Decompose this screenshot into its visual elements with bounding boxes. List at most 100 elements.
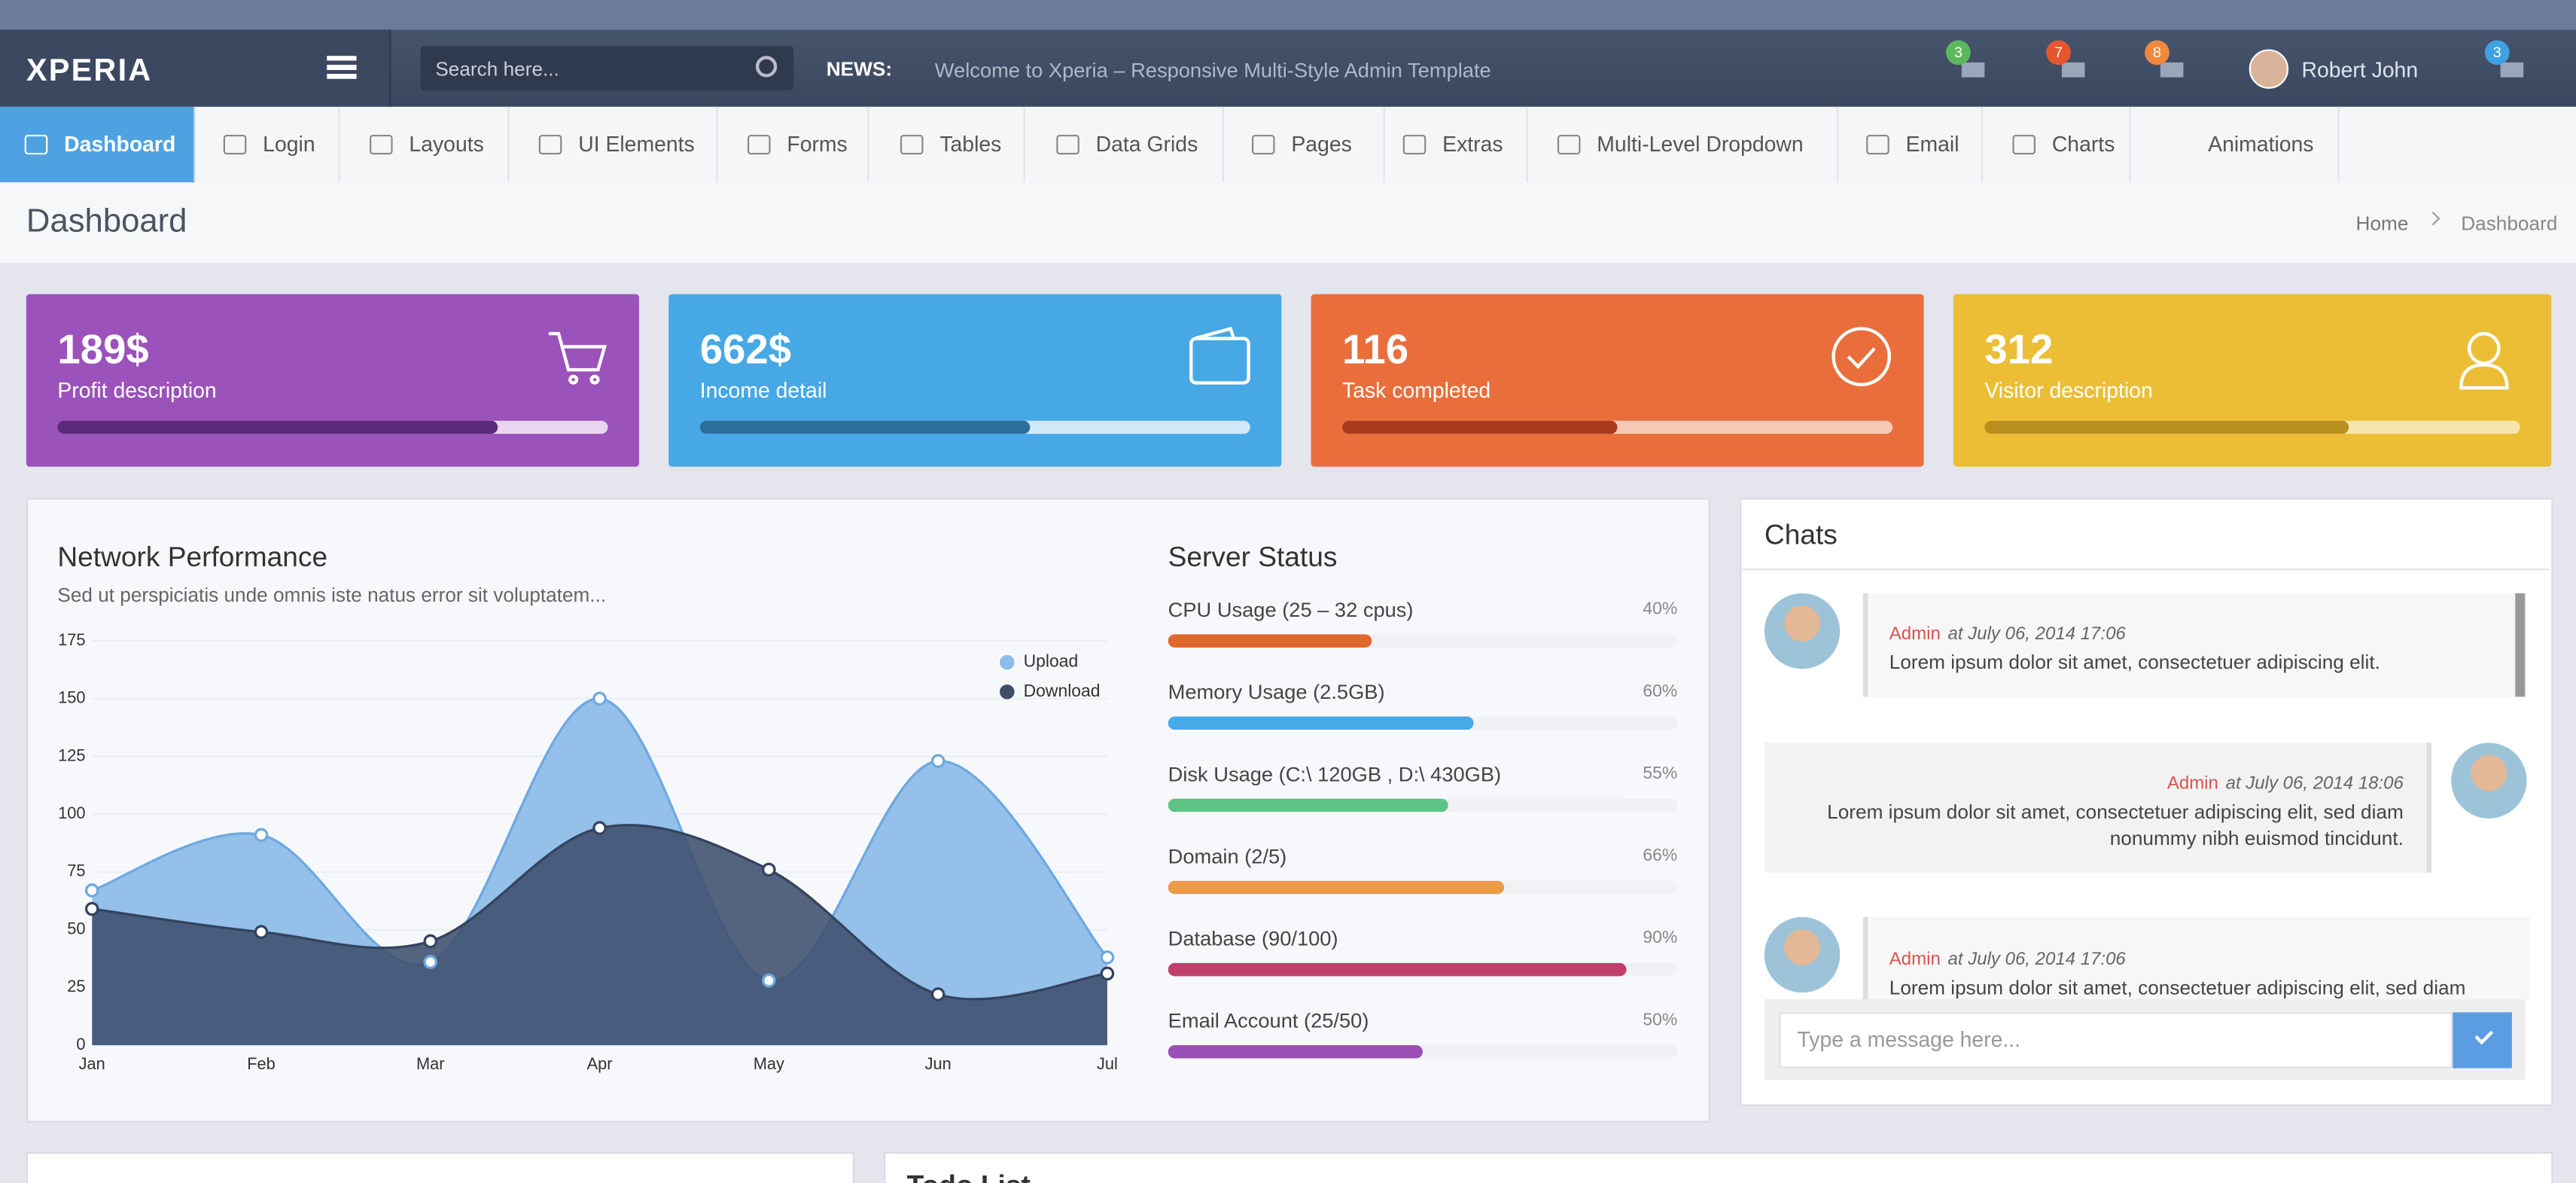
chat-title: Chats <box>1764 519 1838 551</box>
nav-icon <box>1866 134 1889 155</box>
cart-wheel <box>568 374 579 385</box>
server-value: 66% <box>1643 845 1677 864</box>
server-label: Database (90/100) <box>1168 927 1338 950</box>
send-button[interactable] <box>2453 1012 2512 1069</box>
x-tick-label: Jul <box>1097 1054 1118 1073</box>
chat-bubble <box>1764 742 2431 873</box>
user-icon <box>2467 331 2501 365</box>
todo-title: Todo List <box>907 1170 1031 1183</box>
x-tick-label: Apr <box>587 1054 613 1073</box>
badge <box>2046 40 2071 66</box>
wallet-icon <box>1189 337 1250 385</box>
nav-icon <box>1557 134 1581 155</box>
point <box>84 901 99 916</box>
legend-swatch <box>997 653 1016 672</box>
badge-count: 3 <box>1954 44 1962 61</box>
point <box>762 862 776 877</box>
nav-item[interactable]: Data Grids <box>1025 106 1224 183</box>
top-strip <box>0 0 2576 30</box>
stat-value: 116 <box>1342 327 1409 373</box>
server-label: Domain (2/5) <box>1168 844 1287 867</box>
progress-bar <box>57 420 498 434</box>
server-bar <box>1168 962 1627 977</box>
todo-panel <box>884 1151 2553 1183</box>
y-tick-label: 50 <box>67 919 85 938</box>
nav-label: UI Elements <box>578 131 695 157</box>
point <box>84 883 99 898</box>
breadcrumb-home[interactable]: Home <box>2355 212 2409 236</box>
user-name[interactable]: Robert John <box>2301 57 2419 83</box>
nav-item[interactable]: Multi-Level Dropdown <box>1528 106 1839 183</box>
server-value: 90% <box>1643 927 1677 947</box>
server-value: 50% <box>1643 1009 1677 1029</box>
chat-bubble <box>1862 593 2520 697</box>
divider <box>1741 569 2550 571</box>
search-box[interactable] <box>420 46 794 91</box>
badge <box>2484 40 2510 66</box>
stat-value: 662$ <box>699 327 792 373</box>
stat-label: Profit description <box>57 377 217 403</box>
stat-label: Income detail <box>699 377 827 403</box>
badge-count: 3 <box>2493 44 2501 61</box>
search-icon[interactable] <box>755 56 778 78</box>
news-text: Welcome to Xperia – Responsive Multi-Sty… <box>934 59 1491 83</box>
nav-item[interactable]: Forms <box>718 106 869 183</box>
y-tick-label: 150 <box>58 688 85 707</box>
news-label: NEWS: <box>826 57 893 81</box>
stat-card: 312 Visitor description <box>1953 294 2552 467</box>
progress-bar <box>1342 420 1618 434</box>
server-value: 60% <box>1643 681 1677 700</box>
nav-label: Charts <box>2051 131 2115 157</box>
stat-label: Visitor description <box>1984 377 2153 403</box>
stat-card: 189$ Profit description <box>26 294 639 467</box>
chat-time: at July 06, 2014 17:06 <box>1947 950 2126 970</box>
avatar <box>2451 742 2527 819</box>
server-bar <box>1168 880 1505 895</box>
stat-value: 312 <box>1984 327 2054 373</box>
nav-icon <box>747 134 771 155</box>
chat-time: at July 06, 2014 17:06 <box>1947 624 2126 645</box>
plot-area <box>92 697 1107 1046</box>
nav-item[interactable]: Tables <box>869 106 1025 183</box>
nav-item[interactable]: Email <box>1838 106 1984 183</box>
title-band <box>0 182 2576 264</box>
logo[interactable]: XPERIA <box>26 54 153 89</box>
nav-item[interactable]: UI Elements <box>510 106 718 183</box>
nav-label: Layouts <box>409 131 484 157</box>
nav-icon <box>1056 134 1079 155</box>
nav-item[interactable]: Login <box>196 106 340 183</box>
avatar <box>1764 593 1841 669</box>
progress-bar <box>699 420 1031 434</box>
notification-icon <box>1961 62 1985 78</box>
card-icons <box>548 326 2509 390</box>
progress-bar <box>1984 420 2349 434</box>
server-title: Server Status <box>1168 541 1338 572</box>
x-tick-label: May <box>754 1054 784 1073</box>
nav-item[interactable]: Extras <box>1385 106 1528 183</box>
check-mark <box>1847 347 1876 369</box>
nav-item[interactable]: Animations <box>2131 106 2340 183</box>
chat-text: Lorem ipsum dolor sit amet, consectetuer… <box>1889 976 2466 999</box>
point <box>1100 950 1115 965</box>
nav-item[interactable]: Layouts <box>340 106 510 183</box>
cart-icon <box>548 331 607 372</box>
chat-meta: Admin at July 06, 2014 17:06 <box>1889 618 2126 648</box>
bottom-panel <box>26 1151 854 1183</box>
nav-item[interactable]: Pages <box>1224 106 1385 183</box>
menu-toggle[interactable] <box>327 56 357 79</box>
nav-label: Pages <box>1291 131 1352 157</box>
user-avatar[interactable] <box>2249 49 2289 89</box>
point <box>254 925 269 939</box>
point <box>1100 966 1115 981</box>
nav-item[interactable]: Dashboard <box>0 106 196 183</box>
nav-item[interactable]: Charts <box>1983 106 2131 183</box>
x-tick-label: Jan <box>79 1054 105 1073</box>
server-bar <box>1168 1045 1423 1059</box>
chat-input[interactable] <box>1779 1012 2453 1069</box>
nav-label: Dashboard <box>64 131 176 157</box>
nav-icon <box>223 134 247 155</box>
cart-wheel <box>589 374 600 385</box>
wallet-flap <box>1194 326 1236 340</box>
